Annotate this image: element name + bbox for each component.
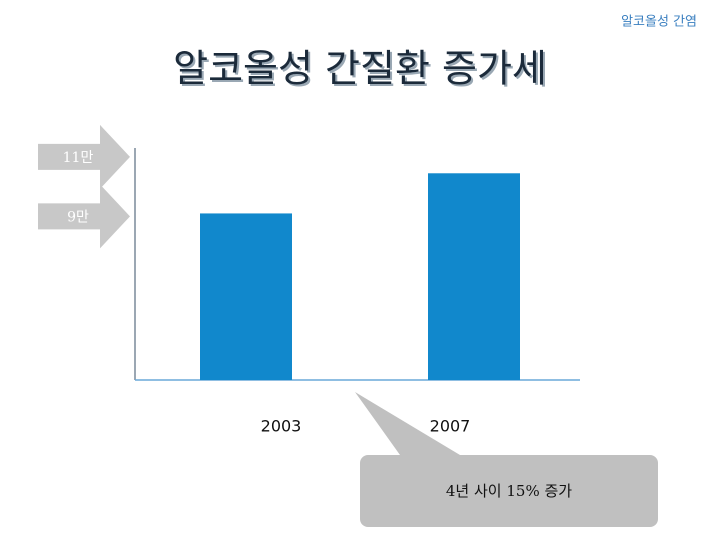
callout-box	[360, 455, 658, 527]
bar	[200, 213, 292, 380]
callout-pointer	[355, 392, 460, 455]
annotation: 4년 사이 15% 증가	[446, 482, 572, 500]
y-tick-arrow	[38, 184, 130, 249]
header: 알코올성 간염	[621, 15, 697, 30]
bar	[428, 173, 520, 380]
chart-title: 알코올성 간질환 증가세	[173, 47, 547, 91]
y-tick-arrow	[38, 124, 130, 189]
x-tick-label: 2007	[430, 417, 471, 436]
y-tick-label: 9만	[67, 209, 89, 225]
chart-title-shadow: 알코올성 간질환 증가세	[175, 49, 549, 93]
y-tick-label: 11만	[63, 150, 94, 166]
x-tick-label: 2003	[261, 417, 302, 436]
